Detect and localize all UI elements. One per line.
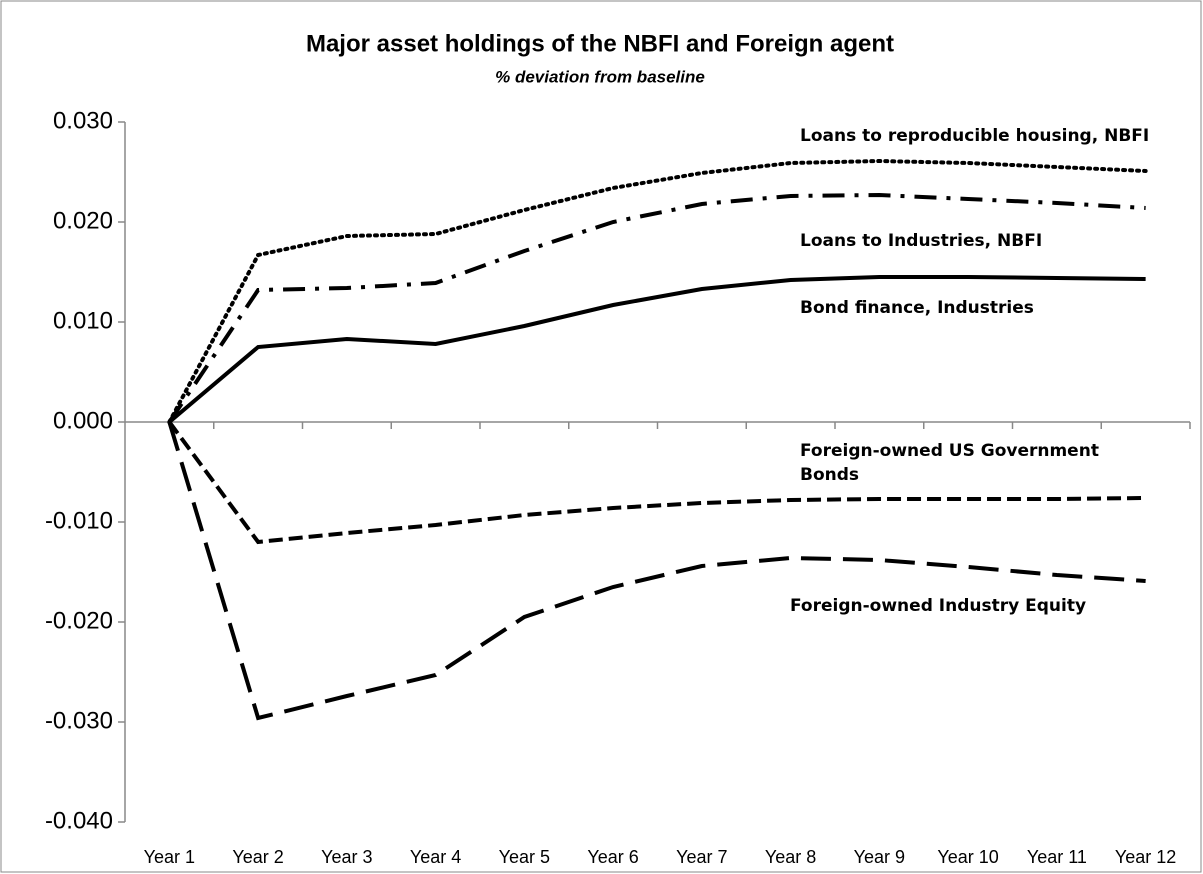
y-tick-label: 0.010 [53, 307, 113, 334]
series-line [167, 420, 1146, 545]
series-line [167, 421, 1146, 721]
x-tick-label: Year 7 [676, 847, 727, 867]
series-label: Loans to reproducible housing, NBFI [800, 126, 1150, 146]
x-tick-label: Year 5 [499, 847, 550, 867]
series-line [168, 275, 1146, 424]
x-tick-label: Year 2 [232, 847, 283, 867]
x-tick-label: Year 9 [854, 847, 905, 867]
x-tick-label: Year 4 [410, 847, 461, 867]
y-tick-label: 0.030 [53, 107, 113, 134]
x-tick-label: Year 1 [144, 847, 195, 867]
x-tick-label: Year 12 [1115, 847, 1176, 867]
y-tick-label: 0.000 [53, 407, 113, 434]
series-label: Foreign-owned Industry Equity [790, 596, 1087, 616]
series-label: Foreign-owned US Government Bonds [800, 441, 1099, 485]
x-tick-label: Year 11 [1027, 847, 1087, 867]
chart-title: Major asset holdings of the NBFI and For… [306, 30, 894, 57]
series-line [167, 192, 1146, 424]
x-tick-label: Year 6 [587, 847, 638, 867]
y-tick-label: 0.020 [53, 207, 113, 234]
series-label: Bond finance, Industries [800, 298, 1034, 318]
x-tick-label: Year 3 [321, 847, 372, 867]
chart-subtitle: % deviation from baseline [495, 67, 705, 86]
y-tick-label: -0.020 [45, 607, 113, 634]
y-tick-label: -0.030 [45, 707, 113, 734]
y-tick-label: -0.010 [45, 507, 113, 534]
x-tick-label: Year 8 [765, 847, 816, 867]
y-tick-label: -0.040 [45, 807, 113, 834]
x-tick-label: Year 10 [937, 847, 998, 867]
series-label: Loans to Industries, NBFI [800, 231, 1043, 251]
series-line [167, 158, 1148, 424]
